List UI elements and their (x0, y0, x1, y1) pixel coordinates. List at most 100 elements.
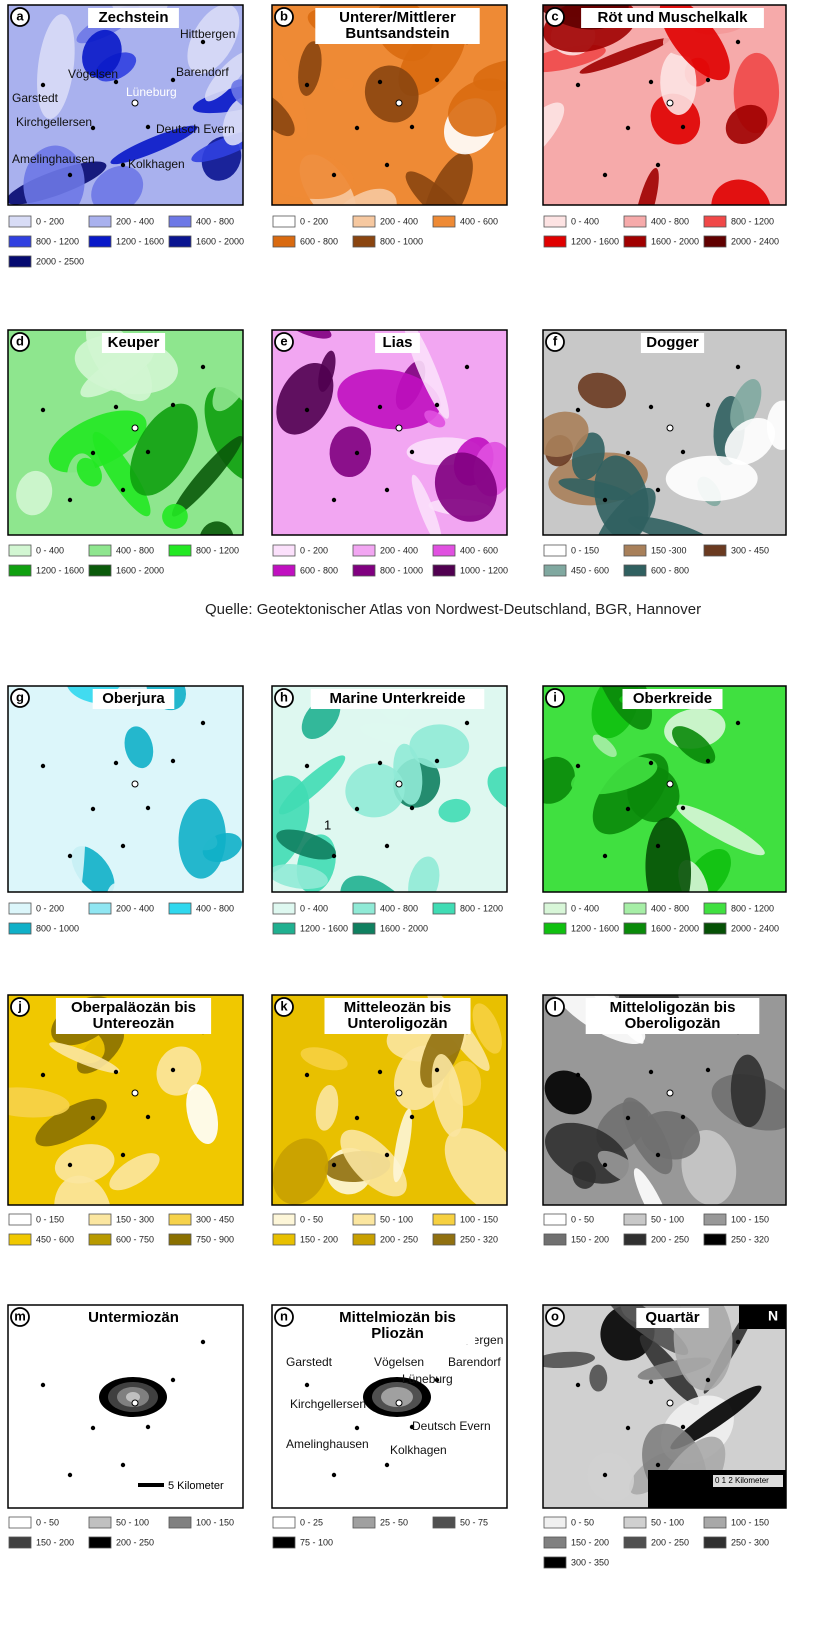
map-title: Quartär (645, 1309, 699, 1326)
place-label: Amelinghausen (286, 1437, 369, 1451)
town-marker (681, 1115, 685, 1119)
map-panel: Oberjurag0 - 200200 - 400400 - 800800 - … (8, 660, 246, 954)
map-title: Untereozän (93, 1015, 175, 1032)
legend-swatch (9, 1214, 31, 1225)
town-marker (626, 1116, 630, 1120)
town-marker (332, 173, 336, 177)
town-marker (736, 1340, 740, 1344)
legend-label: 400 - 600 (460, 545, 498, 555)
town-marker (649, 1070, 653, 1074)
legend-label: 1600 - 2000 (116, 565, 164, 575)
legend-swatch (544, 1537, 566, 1548)
town-marker (656, 844, 660, 848)
town-marker (41, 764, 45, 768)
source-note: Quelle: Geotektonischer Atlas von Nordwe… (205, 601, 701, 618)
town-marker (132, 1090, 138, 1096)
legend-label: 2000 - 2400 (731, 236, 779, 246)
town-marker (435, 1068, 439, 1072)
town-marker (68, 1473, 72, 1477)
town-marker (121, 1153, 125, 1157)
town-marker (667, 425, 673, 431)
legend-label: 400 - 800 (196, 903, 234, 913)
town-marker (201, 1340, 205, 1344)
legend-label: 200 - 250 (380, 1234, 418, 1244)
town-marker (146, 125, 150, 129)
legend-label: 0 - 200 (36, 903, 64, 913)
town-marker (146, 450, 150, 454)
town-marker (396, 425, 402, 431)
town-marker (171, 78, 175, 82)
town-marker (114, 1380, 118, 1384)
legend-label: 1000 - 1200 (460, 565, 508, 575)
legend-label: 250 - 300 (731, 1537, 769, 1547)
town-marker (378, 1380, 382, 1384)
legend-label: 800 - 1200 (36, 236, 79, 246)
legend-label: 800 - 1200 (460, 903, 503, 913)
map-panel: Mitteloligozän bisOberoligozänl0 - 5050 … (535, 939, 805, 1245)
legend-swatch (273, 545, 295, 556)
panel-letter: c (551, 8, 558, 23)
town-marker (626, 1426, 630, 1430)
legend-label: 100 - 150 (731, 1517, 769, 1527)
legend-swatch (169, 1517, 191, 1528)
legend-swatch (704, 1214, 726, 1225)
legend-label: 1600 - 2000 (651, 923, 699, 933)
town-marker (603, 498, 607, 502)
map-title: Dogger (646, 334, 699, 351)
town-marker (410, 1115, 414, 1119)
town-marker (41, 1383, 45, 1387)
map-title: Röt und Muschelkalk (597, 9, 748, 26)
town-marker (68, 498, 72, 502)
place-label: Garstedt (12, 91, 59, 105)
legend-swatch (353, 236, 375, 247)
town-marker (305, 83, 309, 87)
town-marker (132, 100, 138, 106)
map-title: Unterer/Mittlerer (339, 9, 456, 26)
town-marker (649, 80, 653, 84)
map-panel: Röt und Muschelkalkc0 - 400400 - 800800 … (489, 0, 786, 248)
legend-label: 1200 - 1600 (116, 236, 164, 246)
legend-label: 200 - 400 (116, 903, 154, 913)
map-panel: HittbergenBarendorfVögelsenLüneburgGarst… (272, 1305, 507, 1548)
legend-swatch (704, 903, 726, 914)
legend-swatch (433, 1517, 455, 1528)
legend-label: 0 - 200 (36, 216, 64, 226)
legend-label: 0 - 50 (300, 1214, 323, 1224)
town-marker (649, 1380, 653, 1384)
town-marker (305, 764, 309, 768)
map-title: Zechstein (98, 9, 168, 26)
town-marker (378, 1070, 382, 1074)
panel-letter: k (280, 998, 288, 1013)
legend-swatch (353, 216, 375, 227)
legend-swatch (273, 923, 295, 934)
panel-letter: m (14, 1308, 26, 1323)
map-title: Untermiozän (88, 1309, 179, 1326)
legend-label: 100 - 150 (196, 1517, 234, 1527)
legend-label: 150 - 200 (571, 1234, 609, 1244)
legend-swatch (273, 1214, 295, 1225)
legend-swatch (704, 923, 726, 934)
map-title: Mitteloligozän bis (610, 999, 736, 1016)
legend-label: 200 - 400 (380, 545, 418, 555)
legend-swatch (624, 1517, 646, 1528)
town-marker (656, 1153, 660, 1157)
town-marker (656, 163, 660, 167)
town-marker (626, 126, 630, 130)
legend-label: 800 - 1200 (731, 216, 774, 226)
place-label: Deutsch Evern (412, 1419, 491, 1433)
legend-label: 1600 - 2000 (651, 236, 699, 246)
town-marker (385, 1463, 389, 1467)
place-label: Deutsch Evern (156, 122, 235, 136)
map-title: Oberoligozän (625, 1015, 721, 1032)
legend-swatch (89, 1517, 111, 1528)
legend-label: 0 - 50 (571, 1517, 594, 1527)
legend-swatch (9, 903, 31, 914)
town-marker (332, 854, 336, 858)
town-marker (132, 425, 138, 431)
town-marker (68, 854, 72, 858)
legend-swatch (9, 1234, 31, 1245)
legend-swatch (544, 216, 566, 227)
legend-label: 250 - 320 (460, 1234, 498, 1244)
map-panel: Oberpaläozän bisUntereozänj0 - 150150 - … (0, 937, 243, 1252)
